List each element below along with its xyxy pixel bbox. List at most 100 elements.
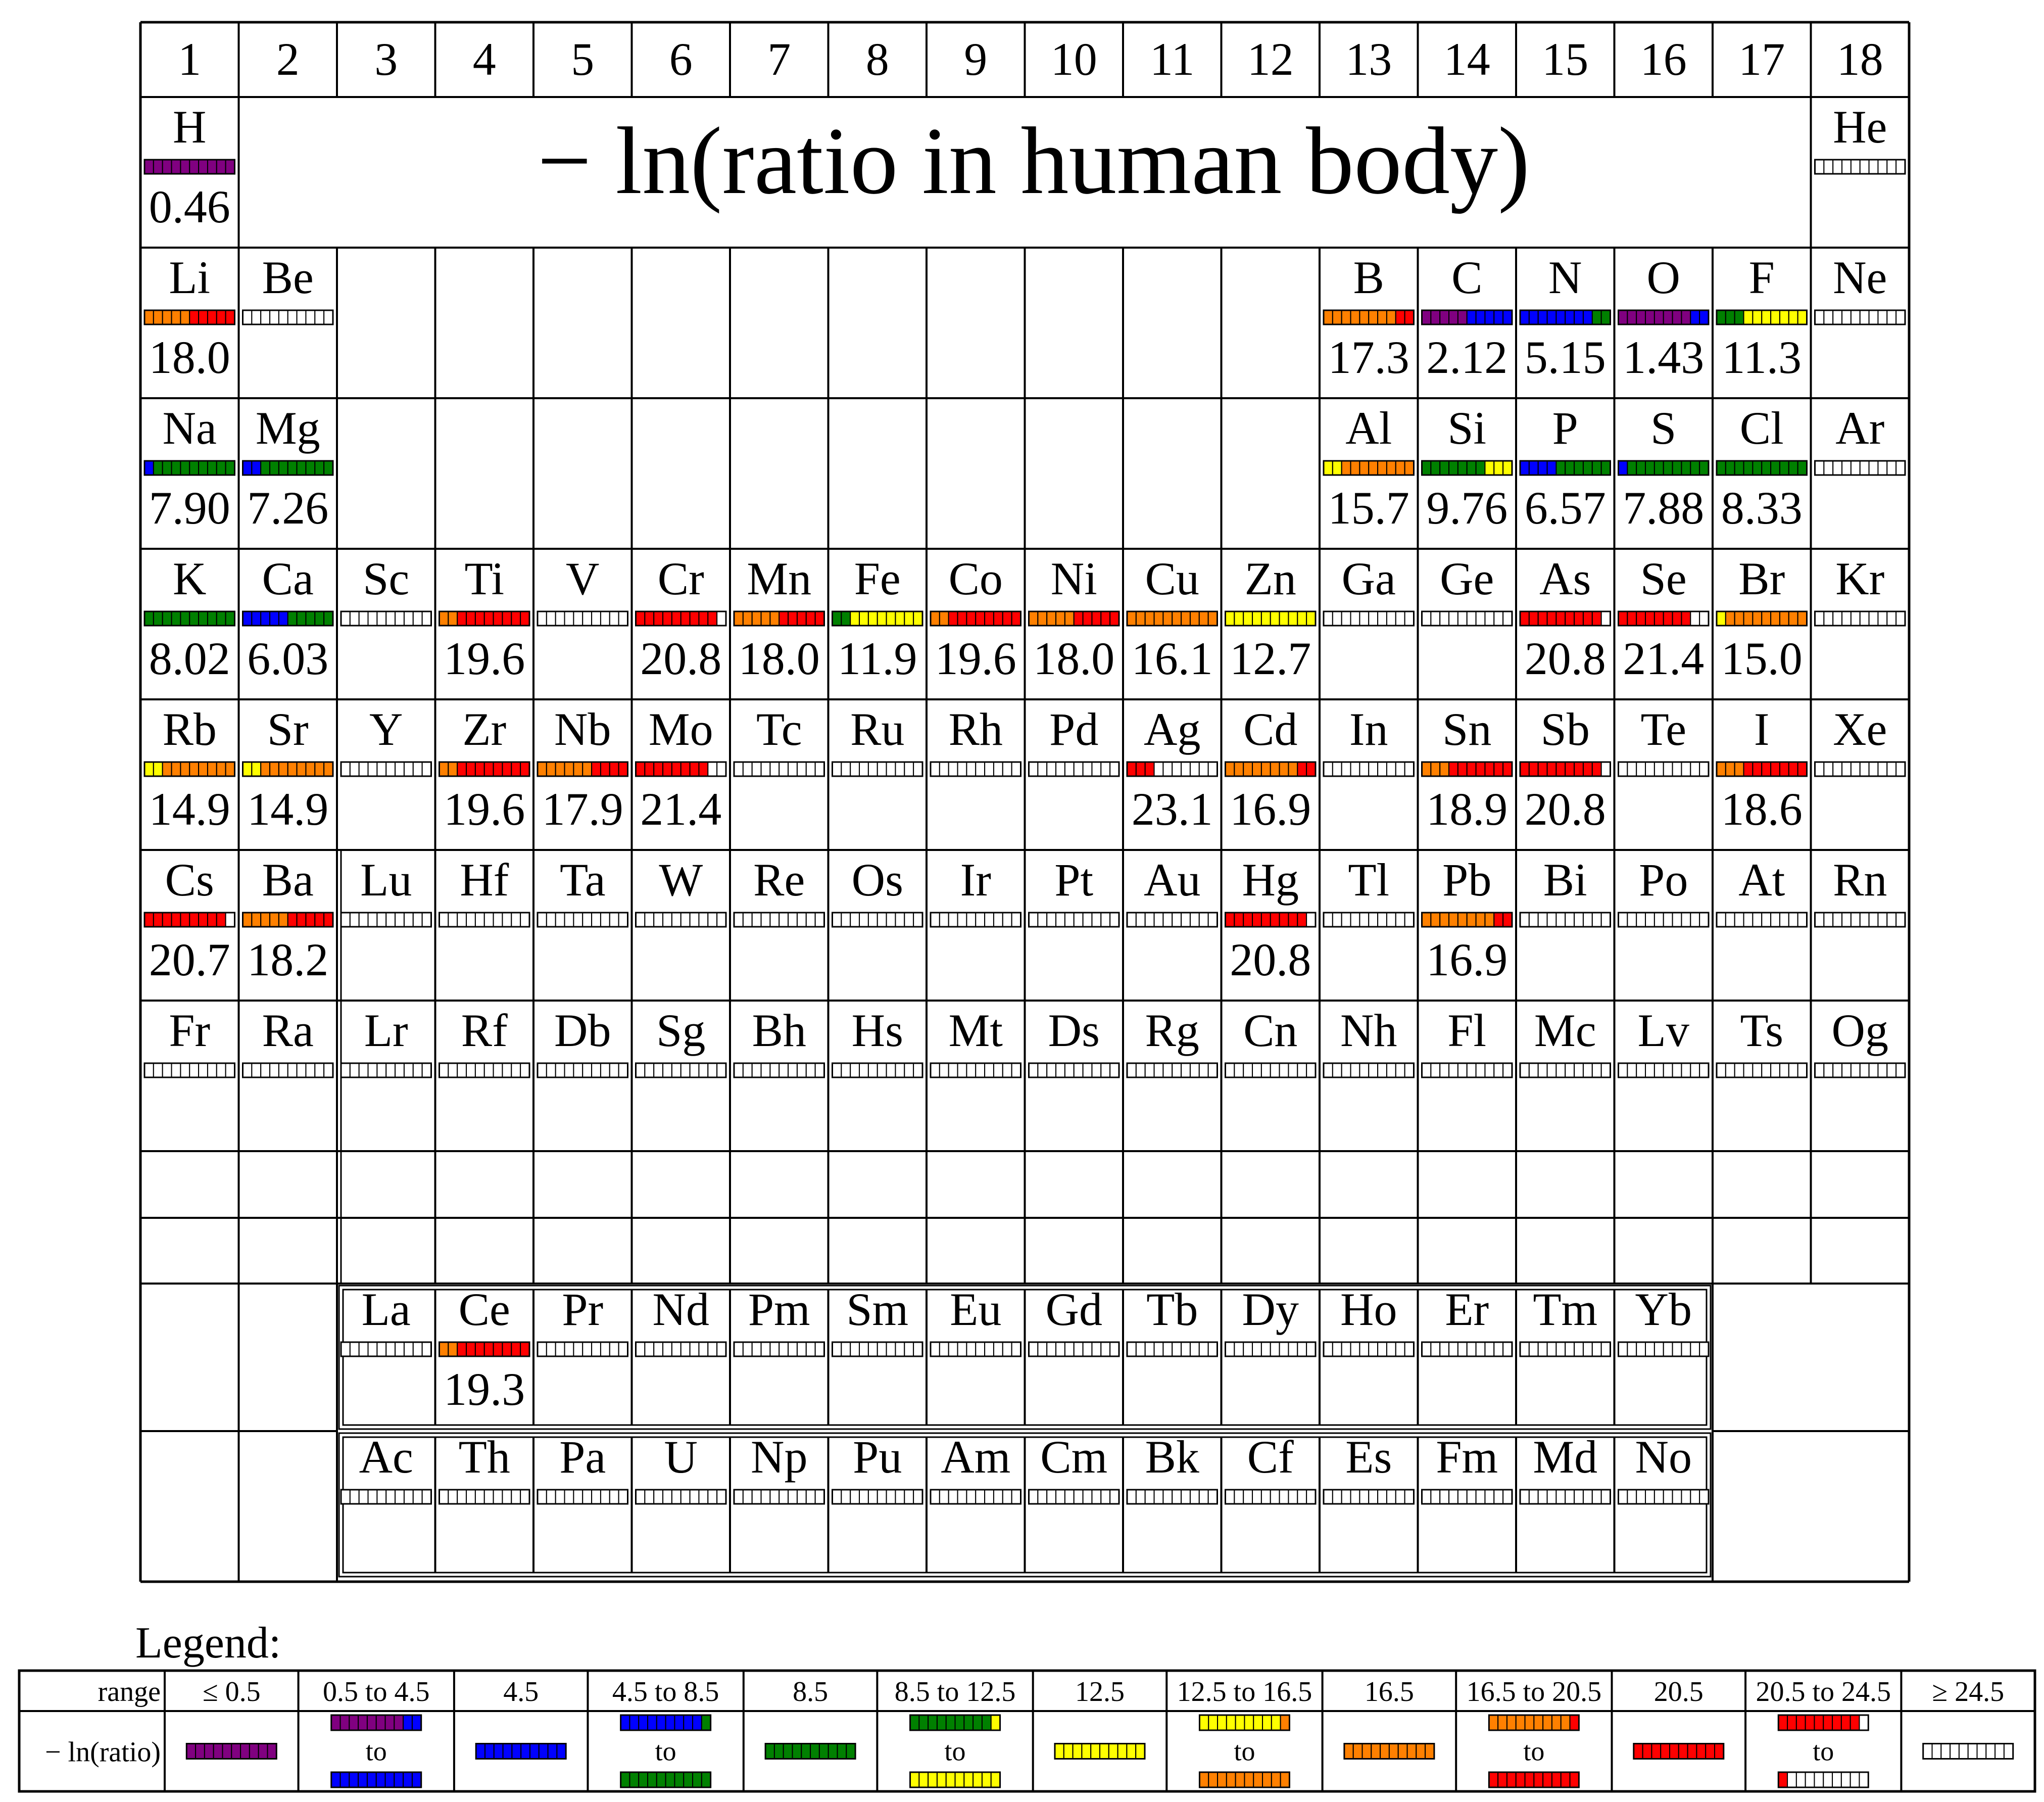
legend-to-word: to <box>945 1736 966 1767</box>
color-bar-segment <box>886 1063 896 1078</box>
color-bar-segment <box>1055 912 1065 927</box>
color-bar-segment <box>314 912 325 927</box>
color-bar-outline <box>1488 1771 1580 1788</box>
color-bar-segment <box>837 1743 847 1760</box>
color-bar-segment <box>814 1063 825 1078</box>
color-bar-segment <box>538 1743 549 1760</box>
color-bar-segment <box>1439 1489 1450 1504</box>
color-bar-segment <box>225 762 235 777</box>
color-bar-segment <box>1734 310 1744 325</box>
color-bar-segment <box>1323 762 1333 777</box>
color-bar-segment <box>198 1063 208 1078</box>
color-bar-segment <box>1207 611 1218 626</box>
color-bar-segment <box>1600 1342 1611 1357</box>
color-bar-segment <box>1832 1715 1842 1731</box>
color-bar-segment <box>1297 1489 1307 1504</box>
color-bar-segment <box>403 762 414 777</box>
color-bar-segment <box>1350 1063 1360 1078</box>
color-bar-segment <box>1653 310 1664 325</box>
color-bar-segment <box>296 611 307 626</box>
color-bar-segment <box>1475 762 1486 777</box>
color-bar-segment <box>591 1489 601 1504</box>
color-bar-segment <box>1162 912 1173 927</box>
element-color-bar <box>242 309 334 325</box>
element-cell-sg: Sg <box>635 1005 727 1078</box>
color-bar-segment <box>1359 310 1370 325</box>
color-bar-segment <box>1582 460 1593 476</box>
color-bar-segment <box>1627 1063 1637 1078</box>
element-cell-eu: Eu <box>930 1284 1021 1357</box>
color-bar-segment <box>1551 1772 1562 1788</box>
color-bar-segment <box>1877 1063 1888 1078</box>
color-bar-segment <box>734 762 744 777</box>
color-bar-segment <box>1368 1489 1379 1504</box>
color-bar-segment <box>1663 1489 1673 1504</box>
color-bar-segment <box>1868 460 1879 476</box>
color-bar-segment <box>769 1489 780 1504</box>
color-bar-segment <box>287 1063 298 1078</box>
color-bar-segment <box>1064 912 1075 927</box>
color-bar-segment <box>483 1063 494 1078</box>
color-bar-outline <box>1618 309 1710 325</box>
color-bar-segment <box>751 762 762 777</box>
color-bar-segment <box>1430 460 1441 476</box>
color-bar-outline <box>635 912 727 928</box>
color-bar-segment <box>1636 1063 1646 1078</box>
color-bar-segment <box>144 310 154 325</box>
color-bar-segment <box>1725 1063 1735 1078</box>
color-bar-segment <box>1109 1342 1120 1357</box>
color-bar-segment <box>1814 310 1825 325</box>
color-bar-segment <box>493 1342 503 1357</box>
element-value: 18.2 <box>247 934 328 985</box>
color-bar-outline <box>832 610 923 627</box>
color-bar-segment <box>716 1342 727 1357</box>
color-bar-segment <box>647 1772 657 1788</box>
element-color-bar <box>1028 761 1120 777</box>
color-bar-segment <box>966 762 977 777</box>
color-bar-segment <box>1306 1063 1316 1078</box>
element-value: 18.0 <box>1033 633 1114 684</box>
color-bar-segment <box>1569 1772 1580 1788</box>
color-bar-segment <box>1761 460 1772 476</box>
color-bar-segment <box>805 762 816 777</box>
color-bar-segment <box>1940 1743 1951 1760</box>
element-value: 20.8 <box>1230 934 1311 985</box>
element-color-bar <box>1323 460 1415 476</box>
element-color-bar <box>635 761 727 777</box>
element-symbol: Cd <box>1243 703 1297 755</box>
element-cell-bh: Bh <box>733 1005 825 1078</box>
color-bar-segment <box>1189 762 1200 777</box>
color-bar-segment <box>1537 1489 1548 1504</box>
legend-color-bar-start <box>1777 1714 1869 1731</box>
color-bar-segment <box>511 1342 521 1357</box>
color-bar-segment <box>1350 1489 1360 1504</box>
color-bar-segment <box>886 1342 896 1357</box>
color-bar-outline <box>1421 761 1513 777</box>
element-symbol: Ru <box>850 703 904 755</box>
color-bar-segment <box>1520 1489 1530 1504</box>
color-bar-segment <box>421 1489 432 1504</box>
color-bar-segment <box>502 912 512 927</box>
element-symbol: Ce <box>459 1284 510 1335</box>
color-bar-segment <box>1270 1489 1280 1504</box>
color-bar-segment <box>1207 1489 1218 1504</box>
element-color-bar <box>242 460 334 476</box>
color-bar-segment <box>349 762 360 777</box>
element-color-bar <box>1814 761 1906 777</box>
element-symbol: Mo <box>649 703 713 755</box>
color-bar-segment <box>483 611 494 626</box>
color-bar-segment <box>1645 1063 1655 1078</box>
color-bar-segment <box>1421 310 1432 325</box>
color-bar-segment <box>698 912 709 927</box>
color-bar-segment <box>1797 310 1808 325</box>
color-bar-segment <box>1627 460 1637 476</box>
color-bar-segment <box>537 1489 547 1504</box>
color-bar-segment <box>439 611 449 626</box>
color-bar-segment <box>778 1342 789 1357</box>
color-bar-segment <box>1475 611 1486 626</box>
color-bar-segment <box>1672 762 1682 777</box>
color-bar-segment <box>846 1743 856 1760</box>
element-value: 5.15 <box>1525 331 1606 383</box>
